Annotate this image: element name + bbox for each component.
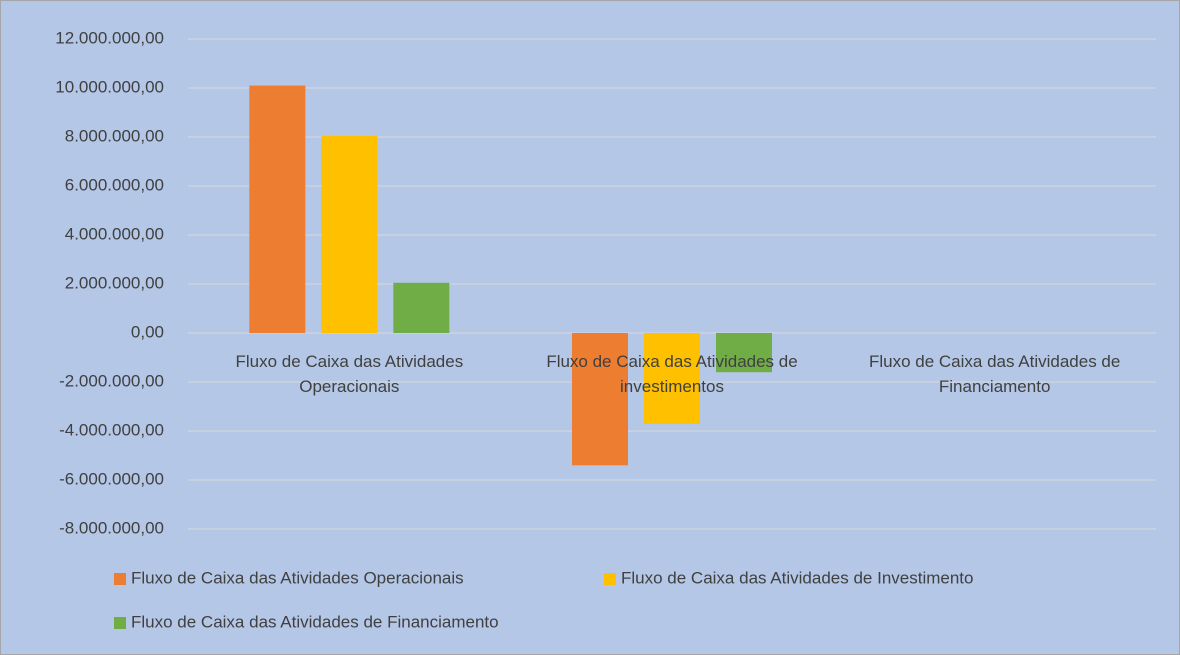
y-tick-label: 10.000.000,00 [55,77,164,96]
bar [321,135,378,333]
x-tick-label: Fluxo de Caixa das Atividades Operaciona… [235,352,464,396]
y-tick-label: -4.000.000,00 [59,420,164,439]
legend-swatch [114,573,126,585]
y-tick-label: -6.000.000,00 [59,469,164,488]
x-tick-label: Fluxo de Caixa das Atividades de Financi… [868,352,1121,396]
y-tick-label: -2.000.000,00 [59,371,164,390]
y-tick-label: 12.000.000,00 [55,28,164,47]
y-tick-label: -8.000.000,00 [59,518,164,537]
legend-swatch [604,573,616,585]
legend-label: Fluxo de Caixa das Atividades de Investi… [621,568,973,587]
legend-label: Fluxo de Caixa das Atividades Operaciona… [131,568,464,587]
legend-label: Fluxo de Caixa das Atividades de Financi… [131,612,499,631]
legend-swatch [114,617,126,629]
bar [644,333,700,424]
y-tick-label: 4.000.000,00 [65,224,164,243]
y-tick-label: 0,00 [131,322,164,341]
y-tick-label: 6.000.000,00 [65,175,164,194]
bar [572,333,628,466]
x-tick-label: Fluxo de Caixa das Atividades de investi… [546,352,798,396]
bar [716,333,772,373]
bar [249,85,306,333]
bar [393,282,450,333]
y-tick-label: 8.000.000,00 [65,126,164,145]
y-tick-label: 2.000.000,00 [65,273,164,292]
